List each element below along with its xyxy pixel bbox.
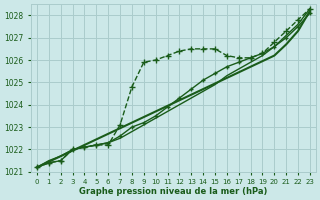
X-axis label: Graphe pression niveau de la mer (hPa): Graphe pression niveau de la mer (hPa) xyxy=(79,187,268,196)
